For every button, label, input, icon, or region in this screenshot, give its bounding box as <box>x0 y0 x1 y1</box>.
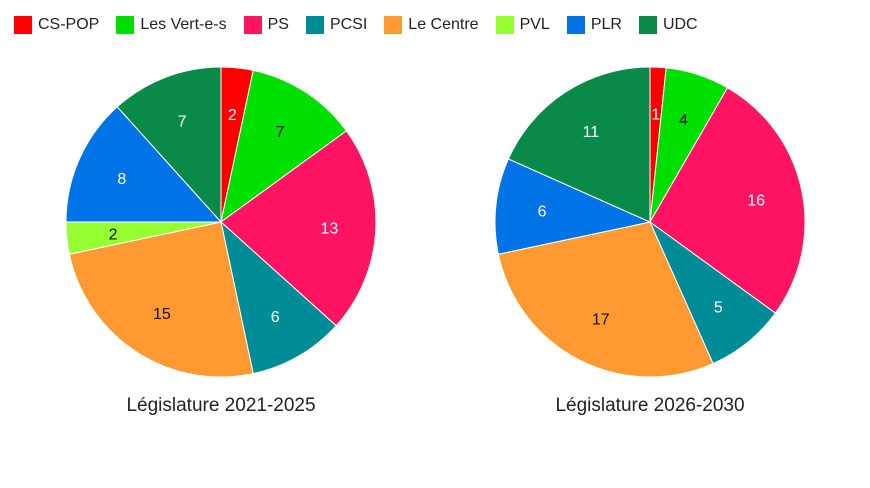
pie-slice-udc[interactable] <box>116 66 222 224</box>
legend-swatch <box>243 16 262 34</box>
data-label: 5 <box>714 299 723 316</box>
legend-swatch <box>305 16 324 34</box>
data-label: 6 <box>538 204 547 221</box>
data-label: 2 <box>228 107 237 124</box>
legend-swatch <box>566 16 585 34</box>
legend-item[interactable]: Le Centre <box>384 16 479 34</box>
pie-slice-ps[interactable] <box>220 130 377 327</box>
legend-label: Les Vert-e-s <box>140 16 227 33</box>
chart-title: Législature 2021-2025 <box>126 395 315 416</box>
data-label: 11 <box>583 124 600 141</box>
data-label: 2 <box>109 226 118 243</box>
legend-swatch <box>116 16 135 34</box>
legend-item[interactable]: PVL <box>495 16 550 34</box>
pie-slice-plr[interactable] <box>65 106 223 223</box>
legend-label: PLR <box>590 16 622 33</box>
data-label: 15 <box>153 306 171 323</box>
pie-slice-les-vert-e-s[interactable] <box>220 69 348 224</box>
legend-label: CS-POP <box>38 16 100 33</box>
pie-slice-udc[interactable] <box>507 66 651 223</box>
data-label: 1 <box>651 107 660 124</box>
legend-label: PCSI <box>329 16 368 33</box>
legend-item[interactable]: Les Vert-e-s <box>116 16 227 34</box>
pie-slice-plr[interactable] <box>494 158 652 255</box>
legend-swatch <box>14 16 32 34</box>
legend-item[interactable]: UDC <box>638 16 698 34</box>
pie-slice-pcsi[interactable] <box>220 220 337 375</box>
legend-swatch <box>495 16 514 34</box>
data-label: 16 <box>747 192 765 209</box>
legend-label: PS <box>267 16 289 33</box>
legend-item[interactable]: PLR <box>566 16 622 34</box>
chart-title: Législature 2026-2030 <box>555 395 744 416</box>
legend-item[interactable]: CS-POP <box>14 16 99 34</box>
data-label: 6 <box>271 309 280 326</box>
pie-slice-le-centre[interactable] <box>68 221 254 378</box>
pie-slice-le-centre[interactable] <box>497 221 714 378</box>
data-label: 7 <box>276 124 285 141</box>
legend-label: PVL <box>519 16 550 33</box>
data-label: 17 <box>592 312 610 329</box>
data-label: 4 <box>679 112 688 129</box>
legend-swatch <box>384 16 403 34</box>
legend-item[interactable]: PCSI <box>305 16 368 34</box>
legend-label: Le Centre <box>408 16 479 33</box>
data-label: 7 <box>178 114 187 131</box>
pie-slice-ps[interactable] <box>649 87 806 314</box>
legend-swatch <box>638 16 657 34</box>
legend: CS-POP Les Vert-e-s PS PCSI Le Centre PVL PLR U… <box>14 16 715 34</box>
data-label: 13 <box>320 221 338 238</box>
legend-item[interactable]: PS <box>243 16 289 34</box>
data-label: 8 <box>117 171 126 188</box>
legend-label: UDC <box>662 16 698 33</box>
